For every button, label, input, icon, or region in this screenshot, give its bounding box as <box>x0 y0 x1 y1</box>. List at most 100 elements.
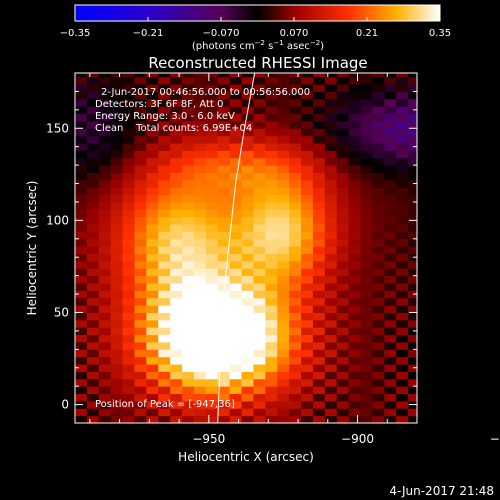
heatmap-cell <box>265 128 278 137</box>
heatmap-cell <box>372 283 385 291</box>
heatmap-cell <box>146 400 159 409</box>
heatmap-cell <box>324 400 338 409</box>
heatmap-cell <box>146 253 159 262</box>
heatmap-cell <box>253 231 266 240</box>
heatmap-cell <box>408 194 417 203</box>
heatmap-cell <box>372 106 385 115</box>
heatmap-cell <box>158 128 171 137</box>
heatmap-cell <box>396 98 409 107</box>
heatmap-cell <box>229 120 243 129</box>
heatmap-cell <box>205 238 219 247</box>
heatmap-cell <box>205 283 219 291</box>
heatmap-cell <box>217 275 231 284</box>
heatmap-cell <box>289 216 302 225</box>
heatmap-cell <box>348 194 361 203</box>
heatmap-cell <box>110 312 124 321</box>
heatmap-cell <box>372 319 385 328</box>
heatmap-cell <box>110 216 124 225</box>
heatmap-cell <box>301 165 314 173</box>
heatmap-cell <box>205 305 219 313</box>
colorbar-tick-label: −0.070 <box>202 28 239 39</box>
heatmap-cell <box>336 275 350 284</box>
heatmap-cell <box>98 275 112 284</box>
heatmap-cell <box>348 408 361 417</box>
heatmap-cell <box>229 194 243 203</box>
heatmap-cell <box>324 312 338 321</box>
heatmap-cell <box>170 275 183 284</box>
heatmap-cell <box>146 73 159 78</box>
heatmap-cell <box>182 400 195 409</box>
heatmap-cell <box>193 172 207 181</box>
heatmap-cell <box>253 334 266 343</box>
heatmap-cell <box>360 120 373 129</box>
heatmap-cell <box>158 305 171 313</box>
heatmap-cell <box>265 275 278 284</box>
heatmap-cell <box>360 341 373 350</box>
heatmap-cell <box>146 84 159 92</box>
heatmap-cell <box>110 246 124 255</box>
heatmap-cell <box>182 386 195 395</box>
heatmap-cell <box>408 327 417 336</box>
heatmap-cell <box>110 356 124 365</box>
heatmap-cell <box>384 135 397 144</box>
plot-frame <box>74 72 418 424</box>
heatmap-cell <box>312 246 326 255</box>
heatmap-cell <box>348 179 361 188</box>
heatmap-cell <box>217 179 231 188</box>
heatmap-cell <box>205 319 219 328</box>
heatmap-cell <box>265 283 278 291</box>
heatmap-cell <box>253 341 266 350</box>
heatmap-cell <box>110 297 124 306</box>
heatmap-cell <box>265 165 278 173</box>
heatmap-cell <box>86 157 100 166</box>
heatmap-cell <box>265 143 278 151</box>
heatmap-cell <box>217 319 231 328</box>
heatmap-cell <box>217 216 231 225</box>
heatmap-cell <box>372 73 385 78</box>
heatmap-cell <box>110 113 124 122</box>
heatmap-cell <box>158 415 171 423</box>
heatmap-cell <box>182 209 195 218</box>
heatmap-cell <box>193 283 207 291</box>
heatmap-cell <box>217 268 231 277</box>
heatmap-cell <box>324 98 338 107</box>
heatmap-cell <box>384 165 397 173</box>
heatmap-cell <box>158 297 171 306</box>
heatmap-cell <box>182 364 195 372</box>
heatmap-cell <box>372 209 385 218</box>
heatmap-cell <box>158 260 171 269</box>
heatmap-cell <box>217 253 231 262</box>
heatmap-cell <box>146 268 159 277</box>
heatmap-cell <box>98 364 112 372</box>
heatmap-cell <box>277 297 290 306</box>
heatmap-cell <box>122 120 135 129</box>
heatmap-cell <box>384 120 397 129</box>
heatmap-cell <box>348 364 361 372</box>
heatmap-cell <box>336 216 350 225</box>
heatmap-cell <box>98 91 112 100</box>
heatmap-cell <box>182 135 195 144</box>
y-tick-label: 50 <box>54 305 69 319</box>
heatmap-cell <box>229 393 243 402</box>
annotation-peak-position: Position of Peak = [-947,36] <box>95 399 235 410</box>
heatmap-cell <box>86 73 100 78</box>
heatmap-cell <box>360 253 373 262</box>
heatmap-cell <box>360 246 373 255</box>
heatmap-cell <box>384 98 397 107</box>
heatmap-cell <box>229 260 243 269</box>
heatmap-cell <box>241 91 254 100</box>
heatmap-cell <box>146 113 159 122</box>
heatmap-cell <box>134 84 147 92</box>
heatmap-cell <box>193 224 207 232</box>
heatmap-cell <box>134 275 147 284</box>
heatmap-cell <box>312 305 326 313</box>
heatmap-cell <box>396 356 409 365</box>
heatmap-cell <box>277 283 290 291</box>
heatmap-cell <box>122 231 135 240</box>
heatmap-cell <box>205 297 219 306</box>
heatmap-cell <box>241 386 254 395</box>
heatmap-cell <box>360 73 373 78</box>
heatmap-cell <box>217 194 231 203</box>
heatmap-cell <box>289 253 302 262</box>
heatmap-cell <box>360 386 373 395</box>
